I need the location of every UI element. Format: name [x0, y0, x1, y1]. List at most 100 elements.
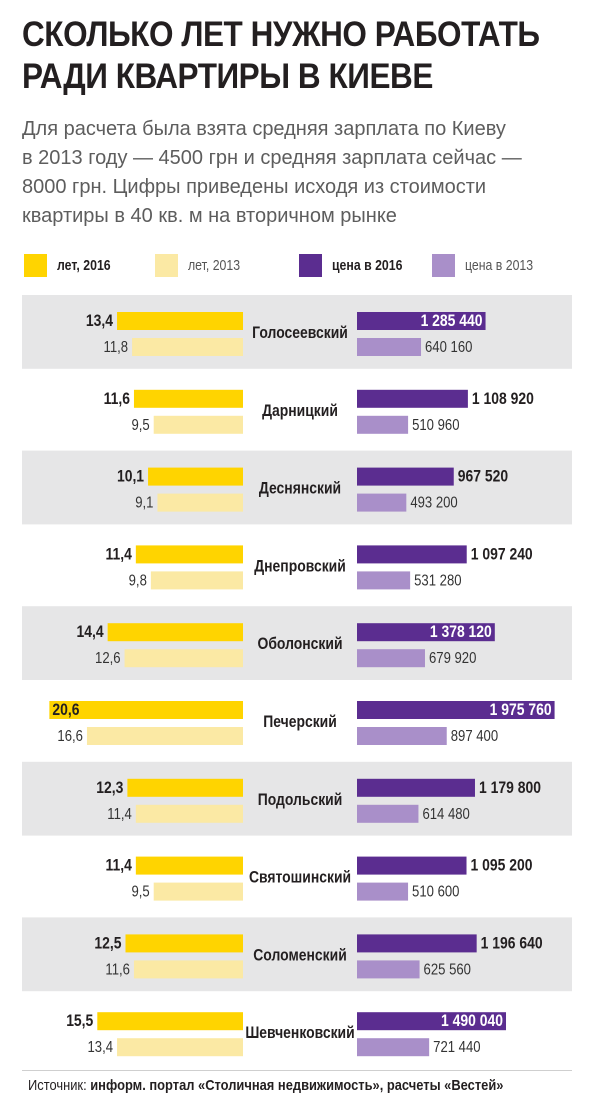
bar-years-2016	[117, 312, 243, 330]
bar-price-2016	[357, 623, 495, 642]
district-label: Святошинский	[249, 868, 351, 887]
bar-years-2013	[124, 649, 243, 668]
bar-price-2013	[357, 571, 411, 590]
bar-price-2013	[357, 1038, 430, 1057]
title-line-2: РАДИ КВАРТИРЫ В КИЕВЕ	[22, 57, 433, 96]
value-label-price-2013: 493 200	[410, 494, 457, 511]
legend: лет, 2016 лет, 2013 цена в 2016 цена в 2…	[0, 253, 594, 279]
value-label-years-2013: 13,4	[88, 1039, 114, 1056]
bar-price-2016	[357, 389, 468, 408]
bar-years-2013	[132, 338, 243, 356]
bar-years-2016	[135, 856, 243, 875]
bar-price-2016	[357, 701, 555, 719]
value-label-price-2016: 1 196 640	[481, 934, 543, 953]
value-label-price-2016: 1 095 200	[471, 856, 533, 875]
value-label-years-2013: 9,1	[135, 494, 153, 511]
value-label-price-2016: 1 179 800	[479, 779, 541, 798]
value-label-price-2016: 1 975 760	[490, 701, 552, 720]
value-label-years-2016: 11,4	[105, 545, 132, 564]
bar-price-2013	[357, 804, 419, 823]
bar-price-2016	[357, 467, 454, 486]
bar-price-2016	[357, 856, 467, 875]
bar-years-2013	[135, 804, 243, 823]
title-line-1: СКОЛЬКО ЛЕТ НУЖНО РАБОТАТЬ	[22, 15, 540, 54]
chart-subtitle: Для расчета была взята средняя зарплата …	[22, 115, 582, 231]
district-label: Печерский	[263, 713, 337, 732]
bar-price-2013	[357, 338, 422, 356]
legend-label-price-2013: цена в 2013	[465, 257, 534, 274]
row-band	[22, 917, 572, 992]
value-label-years-2016: 14,4	[77, 623, 104, 642]
legend-swatch-years-2016	[24, 254, 47, 277]
bar-years-2016	[133, 389, 243, 408]
value-label-years-2013: 12,6	[95, 650, 121, 667]
district-label: Деснянский	[259, 479, 341, 498]
value-label-price-2013: 721 440	[433, 1039, 480, 1056]
district-label: Соломенский	[253, 946, 347, 965]
source-note: Источник: информ. портал «Столичная недв…	[28, 1077, 503, 1095]
value-label-years-2016: 15,5	[66, 1012, 93, 1031]
value-label-years-2016: 12,5	[94, 934, 121, 953]
source-prefix: Источник:	[28, 1077, 87, 1094]
value-label-price-2013: 640 160	[425, 339, 472, 356]
bar-price-2013	[357, 415, 409, 434]
district-label: Дарницкий	[262, 402, 338, 421]
bar-years-2013	[133, 960, 243, 979]
subtitle-line-2: в 2013 году — 4500 грн и средняя зарплат…	[22, 147, 522, 169]
district-label: Подольский	[258, 791, 343, 810]
chart-title: СКОЛЬКО ЛЕТ НУЖНО РАБОТАТЬ РАДИ КВАРТИРЫ…	[22, 14, 540, 98]
subtitle-line-3: 8000 грн. Цифры приведены исходя из стои…	[22, 176, 487, 198]
bar-years-2016	[49, 701, 243, 719]
value-label-price-2016: 1 108 920	[472, 390, 534, 409]
district-label: Шевченковский	[245, 1024, 354, 1043]
bar-price-2016	[357, 545, 467, 564]
row-band	[22, 761, 572, 836]
row-band	[22, 606, 572, 680]
bar-years-2013	[117, 1038, 243, 1057]
row-band	[22, 295, 572, 369]
legend-swatch-price-2013	[432, 254, 455, 277]
value-label-price-2013: 897 400	[451, 728, 498, 745]
value-label-years-2013: 9,5	[131, 883, 149, 900]
value-label-price-2016: 1 490 040	[441, 1012, 503, 1031]
bar-price-2013	[357, 727, 447, 745]
bar-price-2013	[357, 493, 407, 512]
value-label-years-2013: 16,6	[57, 728, 83, 745]
bar-years-2016	[135, 545, 243, 564]
value-label-years-2013: 9,8	[129, 572, 147, 589]
value-label-price-2016: 1 097 240	[471, 545, 533, 564]
bar-price-2013	[357, 960, 420, 979]
district-label: Днепровский	[254, 557, 346, 576]
bar-years-2013	[150, 571, 243, 590]
bar-years-2016	[125, 934, 243, 953]
bar-years-2013	[157, 493, 243, 512]
value-label-years-2013: 11,4	[107, 806, 132, 823]
bar-years-2013	[153, 882, 243, 901]
value-label-years-2016: 11,4	[105, 856, 132, 875]
value-label-price-2013: 625 560	[424, 961, 471, 978]
district-label: Оболонский	[257, 635, 342, 654]
subtitle-line-1: Для расчета была взята средняя зарплата …	[22, 118, 506, 140]
value-label-years-2016: 20,6	[52, 701, 79, 720]
bar-years-2016	[148, 467, 243, 486]
value-label-price-2016: 1 378 120	[430, 623, 492, 642]
value-label-price-2016: 967 520	[458, 467, 508, 486]
legend-swatch-price-2016	[299, 254, 322, 277]
bar-price-2013	[357, 649, 425, 668]
bar-price-2016	[357, 934, 477, 953]
bar-years-2016	[107, 623, 243, 642]
value-label-years-2016: 11,6	[104, 390, 131, 409]
value-label-price-2013: 510 600	[412, 883, 459, 900]
bar-years-2013	[86, 727, 244, 745]
district-label: Голосеевский	[252, 324, 348, 343]
legend-label-years-2013: лет, 2013	[188, 257, 241, 274]
row-band	[22, 450, 572, 525]
value-label-price-2016: 1 285 440	[421, 312, 483, 331]
bar-price-2016	[357, 1012, 507, 1031]
value-label-years-2016: 10,1	[117, 467, 144, 486]
value-label-price-2013: 531 280	[414, 572, 461, 589]
legend-label-price-2016: цена в 2016	[332, 257, 403, 274]
value-label-price-2013: 614 480	[422, 806, 469, 823]
value-label-price-2013: 510 960	[412, 417, 459, 434]
